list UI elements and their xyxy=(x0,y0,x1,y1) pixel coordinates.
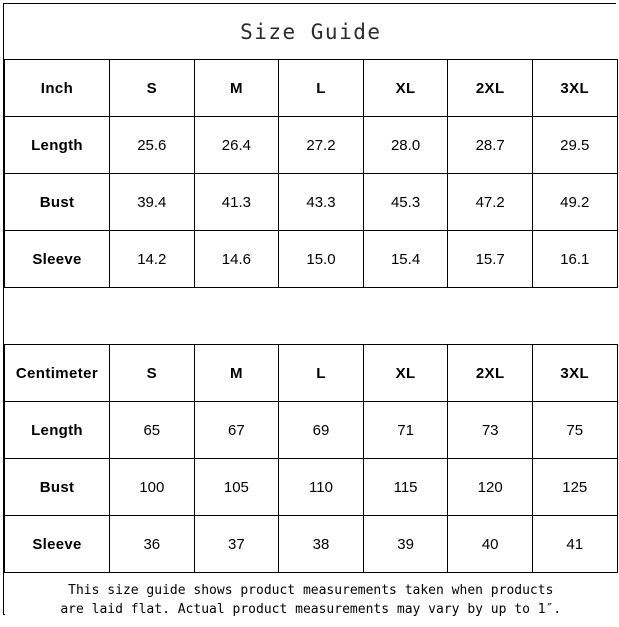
inch-row-label-length: Length xyxy=(5,117,110,174)
inch-col-header-2xl: 2XL xyxy=(448,60,533,117)
inch-sleeve-s: 14.2 xyxy=(110,231,195,288)
table-row: Bust 100 105 110 115 120 125 xyxy=(5,459,618,516)
cm-length-m: 67 xyxy=(194,402,279,459)
table-row: Length 25.6 26.4 27.2 28.0 28.7 29.5 xyxy=(5,117,618,174)
inch-length-2xl: 28.7 xyxy=(448,117,533,174)
cm-bust-m: 105 xyxy=(194,459,279,516)
cm-col-header-3xl: 3XL xyxy=(532,345,617,402)
table-spacer-row xyxy=(5,288,618,345)
cm-col-header-xl: XL xyxy=(363,345,448,402)
cm-length-3xl: 75 xyxy=(532,402,617,459)
size-guide-table: Size Guide Inch S M L XL 2XL 3XL Length … xyxy=(4,4,618,627)
table-spacer-cell xyxy=(5,288,618,345)
cm-col-header-2xl: 2XL xyxy=(448,345,533,402)
centimeter-unit-label: Centimeter xyxy=(5,345,110,402)
size-guide-panel: Size Guide Inch S M L XL 2XL 3XL Length … xyxy=(3,3,616,615)
cm-col-header-m: M xyxy=(194,345,279,402)
inch-bust-xl: 45.3 xyxy=(363,174,448,231)
cm-row-label-bust: Bust xyxy=(5,459,110,516)
inch-sleeve-3xl: 16.1 xyxy=(532,231,617,288)
inch-sleeve-m: 14.6 xyxy=(194,231,279,288)
cm-length-xl: 71 xyxy=(363,402,448,459)
inch-length-s: 25.6 xyxy=(110,117,195,174)
inch-length-l: 27.2 xyxy=(279,117,364,174)
cm-length-l: 69 xyxy=(279,402,364,459)
inch-bust-l: 43.3 xyxy=(279,174,364,231)
cm-col-header-s: S xyxy=(110,345,195,402)
cm-row-label-sleeve: Sleeve xyxy=(5,516,110,573)
cm-bust-s: 100 xyxy=(110,459,195,516)
title-row: Size Guide xyxy=(5,4,618,60)
cm-sleeve-2xl: 40 xyxy=(448,516,533,573)
page-title: Size Guide xyxy=(240,20,381,44)
inch-bust-3xl: 49.2 xyxy=(532,174,617,231)
cm-bust-l: 110 xyxy=(279,459,364,516)
cm-row-label-length: Length xyxy=(5,402,110,459)
inch-sleeve-2xl: 15.7 xyxy=(448,231,533,288)
inch-row-label-sleeve: Sleeve xyxy=(5,231,110,288)
inch-length-xl: 28.0 xyxy=(363,117,448,174)
cm-sleeve-s: 36 xyxy=(110,516,195,573)
size-guide-disclaimer: This size guide shows product measuremen… xyxy=(19,581,604,619)
table-row: Sleeve 36 37 38 39 40 41 xyxy=(5,516,618,573)
inch-col-header-m: M xyxy=(194,60,279,117)
inch-bust-m: 41.3 xyxy=(194,174,279,231)
cm-sleeve-l: 38 xyxy=(279,516,364,573)
inch-col-header-xl: XL xyxy=(363,60,448,117)
table-row: Sleeve 14.2 14.6 15.0 15.4 15.7 16.1 xyxy=(5,231,618,288)
table-row: Length 65 67 69 71 73 75 xyxy=(5,402,618,459)
inch-length-m: 26.4 xyxy=(194,117,279,174)
title-cell: Size Guide xyxy=(5,4,618,60)
inch-bust-s: 39.4 xyxy=(110,174,195,231)
centimeter-header-row: Centimeter S M L XL 2XL 3XL xyxy=(5,345,618,402)
inch-col-header-s: S xyxy=(110,60,195,117)
cm-bust-2xl: 120 xyxy=(448,459,533,516)
cm-sleeve-xl: 39 xyxy=(363,516,448,573)
cm-length-2xl: 73 xyxy=(448,402,533,459)
cm-bust-3xl: 125 xyxy=(532,459,617,516)
footer-cell: This size guide shows product measuremen… xyxy=(5,573,618,627)
inch-col-header-3xl: 3XL xyxy=(532,60,617,117)
footer-row: This size guide shows product measuremen… xyxy=(5,573,618,627)
table-row: Bust 39.4 41.3 43.3 45.3 47.2 49.2 xyxy=(5,174,618,231)
inch-length-3xl: 29.5 xyxy=(532,117,617,174)
inch-sleeve-xl: 15.4 xyxy=(363,231,448,288)
cm-bust-xl: 115 xyxy=(363,459,448,516)
cm-sleeve-m: 37 xyxy=(194,516,279,573)
inch-col-header-l: L xyxy=(279,60,364,117)
cm-length-s: 65 xyxy=(110,402,195,459)
cm-sleeve-3xl: 41 xyxy=(532,516,617,573)
inch-bust-2xl: 47.2 xyxy=(448,174,533,231)
inch-sleeve-l: 15.0 xyxy=(279,231,364,288)
inch-row-label-bust: Bust xyxy=(5,174,110,231)
cm-col-header-l: L xyxy=(279,345,364,402)
inch-unit-label: Inch xyxy=(5,60,110,117)
inch-header-row: Inch S M L XL 2XL 3XL xyxy=(5,60,618,117)
